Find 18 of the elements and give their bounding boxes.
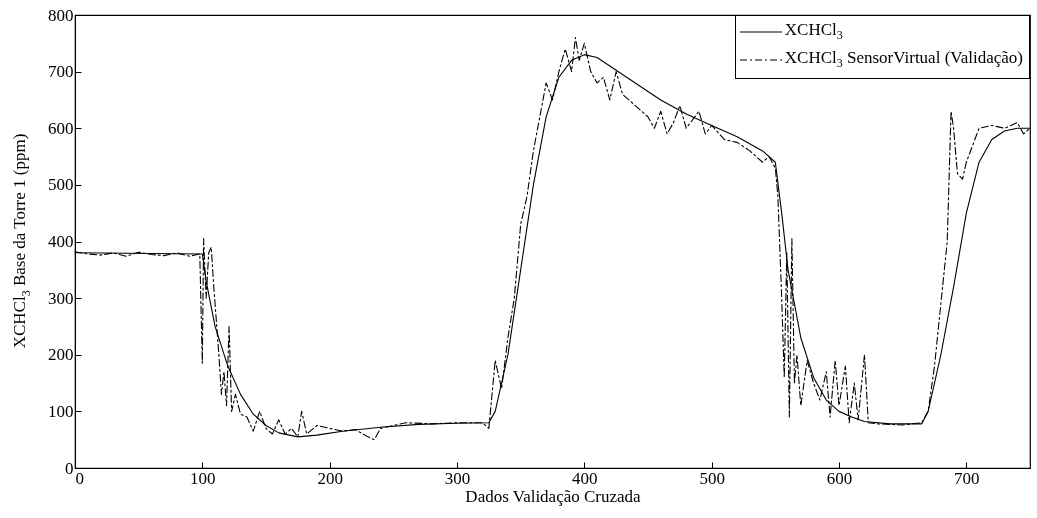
- x-tick-label: 300: [444, 468, 471, 488]
- y-tick-label: 400: [48, 232, 74, 251]
- x-axis-title: Dados Validação Cruzada: [465, 486, 642, 506]
- y-tick-label: 700: [48, 62, 74, 82]
- legend-label: XCHCl$_{3}$: [784, 20, 843, 44]
- y-tick-label: 600: [48, 118, 74, 138]
- x-tick-label: 500: [699, 468, 725, 488]
- x-tick-label: 100: [190, 468, 216, 488]
- y-tick-label: 300: [48, 288, 74, 308]
- x-tick-label: 400: [572, 468, 598, 488]
- x-tick-label: 600: [826, 468, 853, 488]
- y-tick-label: 800: [48, 5, 74, 25]
- y-tick-label: 500: [48, 175, 74, 195]
- x-tick-label: 200: [317, 468, 343, 488]
- y-tick-label: 100: [48, 401, 74, 421]
- y-tick-label: 200: [48, 345, 74, 365]
- legend-label: XCHCl$_{3}$ SensorVirtual (Validação): [784, 48, 1023, 72]
- x-tick-label: 700: [954, 468, 980, 488]
